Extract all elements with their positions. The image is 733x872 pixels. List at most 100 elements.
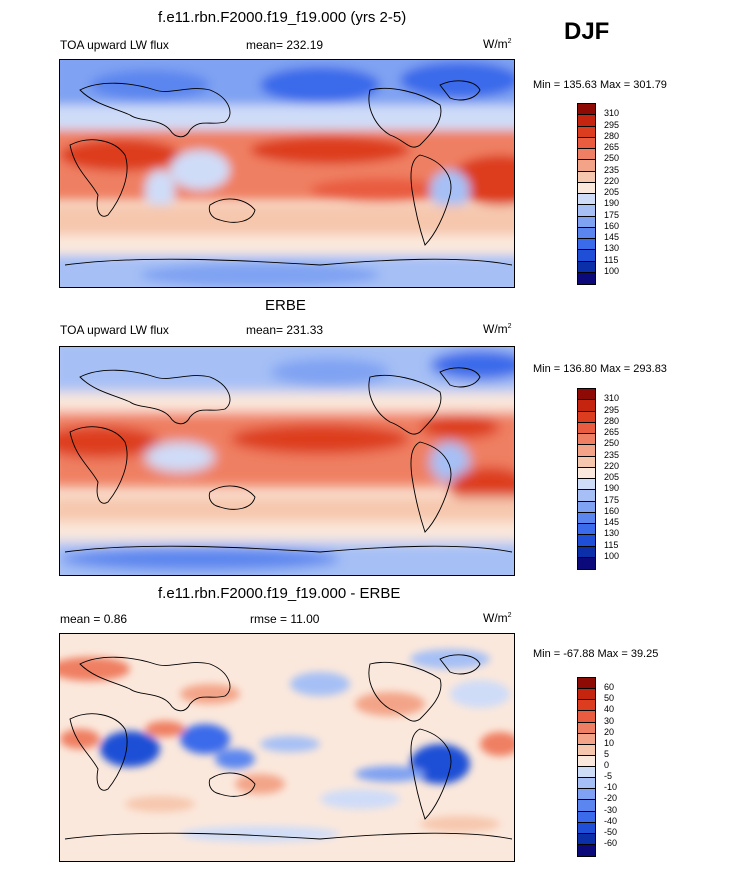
panel1-colorbar-swatch xyxy=(578,115,595,127)
panel2-colorbar-swatch xyxy=(578,445,595,457)
panel2-colorbar-swatch xyxy=(578,524,595,536)
panel2-colorbar-swatch xyxy=(578,535,595,547)
panel2-colorbar-tick-label: 310 xyxy=(604,393,620,404)
panel3-colorbar-tick-label: 60 xyxy=(604,682,615,693)
panel1-colorbar-swatch xyxy=(578,126,595,138)
panel1-colorbar-tick-label: 115 xyxy=(604,254,619,265)
panel2-colorbar-swatch xyxy=(578,546,595,558)
panel1-colorbar-tick-label: 310 xyxy=(604,108,620,119)
panel2-colorbar-swatch xyxy=(578,512,595,524)
panel1-colorbar-swatch xyxy=(578,261,595,273)
panel2-colorbar-tick-label: 265 xyxy=(604,427,620,437)
panel3-colorbar-tick-label: 20 xyxy=(604,726,615,737)
panel1-colorbar-swatch xyxy=(578,182,595,194)
panel3-colorbar-tick-label: 5 xyxy=(604,748,610,759)
panel1-colorbar-swatch xyxy=(578,160,595,172)
panel3-colorbar-tick-label: 40 xyxy=(604,704,615,715)
panel1-title: f.e11.rbn.F2000.f19_f19.000 (yrs 2-5) xyxy=(158,9,407,26)
panel3-colorbar-swatch xyxy=(578,733,595,745)
panel3-colorbar-swatch xyxy=(578,722,595,734)
panel2-minmax: Min = 136.80 Max = 293.83 xyxy=(533,363,667,375)
panel3-map xyxy=(59,633,515,862)
panel1-colorbar-tick-label: 160 xyxy=(604,220,620,231)
panel1-colorbar-tick-label: 130 xyxy=(604,243,620,254)
season-label: DJF xyxy=(564,18,610,45)
panel2-colorbar-tick-label: 235 xyxy=(604,449,620,460)
panel3-colorbar-tick-label: 10 xyxy=(604,737,615,748)
panel2-colorbar-swatch xyxy=(578,467,595,479)
panel3-colorbar-tick-label: -40 xyxy=(604,815,618,826)
panel2-map xyxy=(59,346,515,576)
panel1-minmax: Min = 135.63 Max = 301.79 xyxy=(533,79,667,91)
panel3-units: W/m2 xyxy=(483,611,512,625)
panel3-colorbar-swatch xyxy=(578,744,595,756)
panel3-colorbar-swatch xyxy=(578,822,595,834)
panel3-colorbar-tick-label: -30 xyxy=(604,804,618,815)
panel3-colorbar-swatch xyxy=(578,767,595,779)
panel2-mean-label: mean= 231.33 xyxy=(246,323,324,337)
panel2-colorbar-swatch xyxy=(578,501,595,513)
panel1-colorbar-tick-label: 250 xyxy=(604,153,620,164)
panel1-colorbar-swatch xyxy=(578,205,595,217)
panel3-colorbar-tick-label: 30 xyxy=(604,715,615,726)
panel1-colorbar-tick-label: 280 xyxy=(604,130,620,141)
panel1-colorbar-swatch xyxy=(578,239,595,251)
panel2-colorbar-tick-label: 205 xyxy=(604,472,620,482)
panel3-colorbar-swatch xyxy=(578,711,595,723)
panel2-units: W/m2 xyxy=(483,322,512,336)
panel3-colorbar-swatch xyxy=(578,811,595,823)
panel1-colorbar-tick-label: 190 xyxy=(604,198,620,209)
panel2-colorbar-tick-label: 295 xyxy=(604,404,620,415)
panel3-colorbar-tick-label: -50 xyxy=(604,826,618,837)
panel2-colorbar-tick-label: 175 xyxy=(604,494,620,505)
panel2-colorbar-swatch xyxy=(578,411,595,423)
panel3-colorbar-tick-label: -20 xyxy=(604,793,618,804)
panel1-colorbar-swatch xyxy=(578,149,595,161)
panel1-colorbar-tick-label: 175 xyxy=(604,209,620,220)
panel3-colorbar-swatch xyxy=(578,778,595,790)
panel2-title: ERBE xyxy=(265,297,306,314)
panel1-colorbar-tick-label: 220 xyxy=(604,175,620,186)
panel3-colorbar-swatch xyxy=(578,844,595,856)
panel1-mean-label: mean= 232.19 xyxy=(246,38,324,52)
panel2-colorbar-tick-label: 130 xyxy=(604,528,620,539)
panel1-colorbar-swatch xyxy=(578,104,595,116)
panel2-colorbar-tick-label: 220 xyxy=(604,460,620,471)
panel2-colorbar-swatch xyxy=(578,389,595,401)
panel2-colorbar-tick-label: 250 xyxy=(604,438,620,449)
panel3-mean-label: mean = 0.86 xyxy=(60,612,128,626)
panel3-colorbar-swatch xyxy=(578,689,595,701)
panel3-rmse-label: rmse = 11.00 xyxy=(250,612,320,626)
panel1-colorbar-swatch xyxy=(578,194,595,206)
panel2-colorbar-swatch xyxy=(578,557,595,569)
panel1-colorbar-tick-label: 295 xyxy=(604,119,620,130)
panel3-colorbar-swatch xyxy=(578,800,595,812)
panel1-colorbar-swatch xyxy=(578,250,595,262)
panel2-colorbar xyxy=(577,388,596,570)
panel2-colorbar-swatch xyxy=(578,456,595,468)
panel1-units: W/m2 xyxy=(483,37,512,51)
panel2-colorbar-swatch xyxy=(578,422,595,434)
panel3-minmax: Min = -67.88 Max = 39.25 xyxy=(533,648,659,660)
panel1-colorbar-swatch xyxy=(578,272,595,284)
panel1-colorbar-tick-label: 265 xyxy=(604,142,620,152)
panel1-colorbar-tick-label: 100 xyxy=(604,265,620,276)
panel2-colorbar-swatch xyxy=(578,479,595,491)
panel2-colorbar-tick-label: 145 xyxy=(604,517,620,527)
panel2-variable-label: TOA upward LW flux xyxy=(60,323,169,337)
panel2-colorbar-tick-label: 190 xyxy=(604,483,620,494)
panel3-colorbar-swatch xyxy=(578,833,595,845)
panel1-colorbar-tick-label: 235 xyxy=(604,164,620,175)
panel1-colorbar-tick-label: 205 xyxy=(604,187,620,197)
panel2-colorbar-tick-label: 160 xyxy=(604,505,620,516)
panel3-colorbar-tick-label: 50 xyxy=(604,693,615,704)
panel3-colorbar-tick-label: 0 xyxy=(604,760,610,770)
panel1-colorbar-swatch xyxy=(578,137,595,149)
panel3-colorbar-swatch xyxy=(578,678,595,690)
panel1-variable-label: TOA upward LW flux xyxy=(60,38,169,52)
panel1-map xyxy=(59,59,515,288)
panel3-colorbar-tick-label: -5 xyxy=(604,771,613,782)
panel2-colorbar-tick-label: 115 xyxy=(604,539,619,550)
panel3-colorbar xyxy=(577,677,596,857)
panel2-colorbar-swatch xyxy=(578,400,595,412)
